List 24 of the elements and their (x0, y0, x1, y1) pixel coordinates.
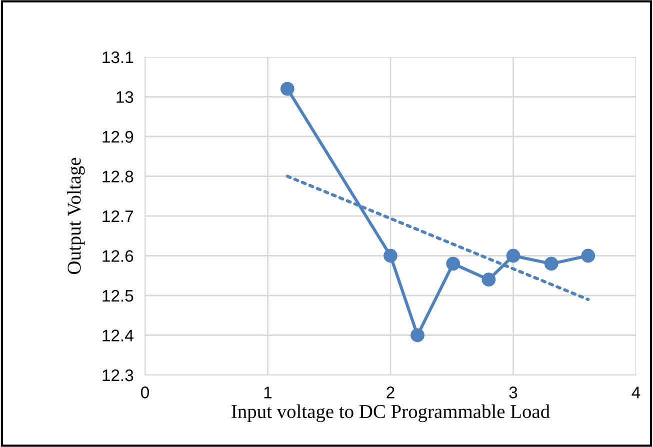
x-tick-label: 0 (141, 386, 149, 398)
x-axis-title: Input voltage to DC Programmable Load (232, 404, 550, 422)
y-tick-label: 13 (116, 91, 134, 103)
point (581, 248, 596, 263)
point (280, 82, 294, 96)
point (506, 248, 520, 263)
y-tick-label: 12.8 (102, 170, 134, 182)
y-tick-label: 12.4 (102, 330, 134, 342)
x-tick-label: 3 (509, 386, 518, 398)
y-axis-title: Output Voltage (67, 158, 85, 274)
y-tick-label: 12.6 (102, 250, 134, 262)
point (482, 272, 496, 287)
point (544, 256, 558, 271)
y-tick-label: 12.3 (102, 369, 134, 382)
x-tick-label: 1 (264, 386, 272, 398)
x-tick-label: 4 (632, 386, 640, 398)
y-tick-label: 12.9 (102, 130, 134, 143)
y-tick-label: 13.1 (102, 51, 134, 64)
point (446, 256, 460, 271)
y-tick-label: 12.7 (102, 210, 134, 222)
point (384, 248, 398, 263)
y-tick-label: 12.5 (102, 290, 134, 302)
point (410, 328, 424, 342)
x-tick-label: 2 (386, 386, 394, 398)
